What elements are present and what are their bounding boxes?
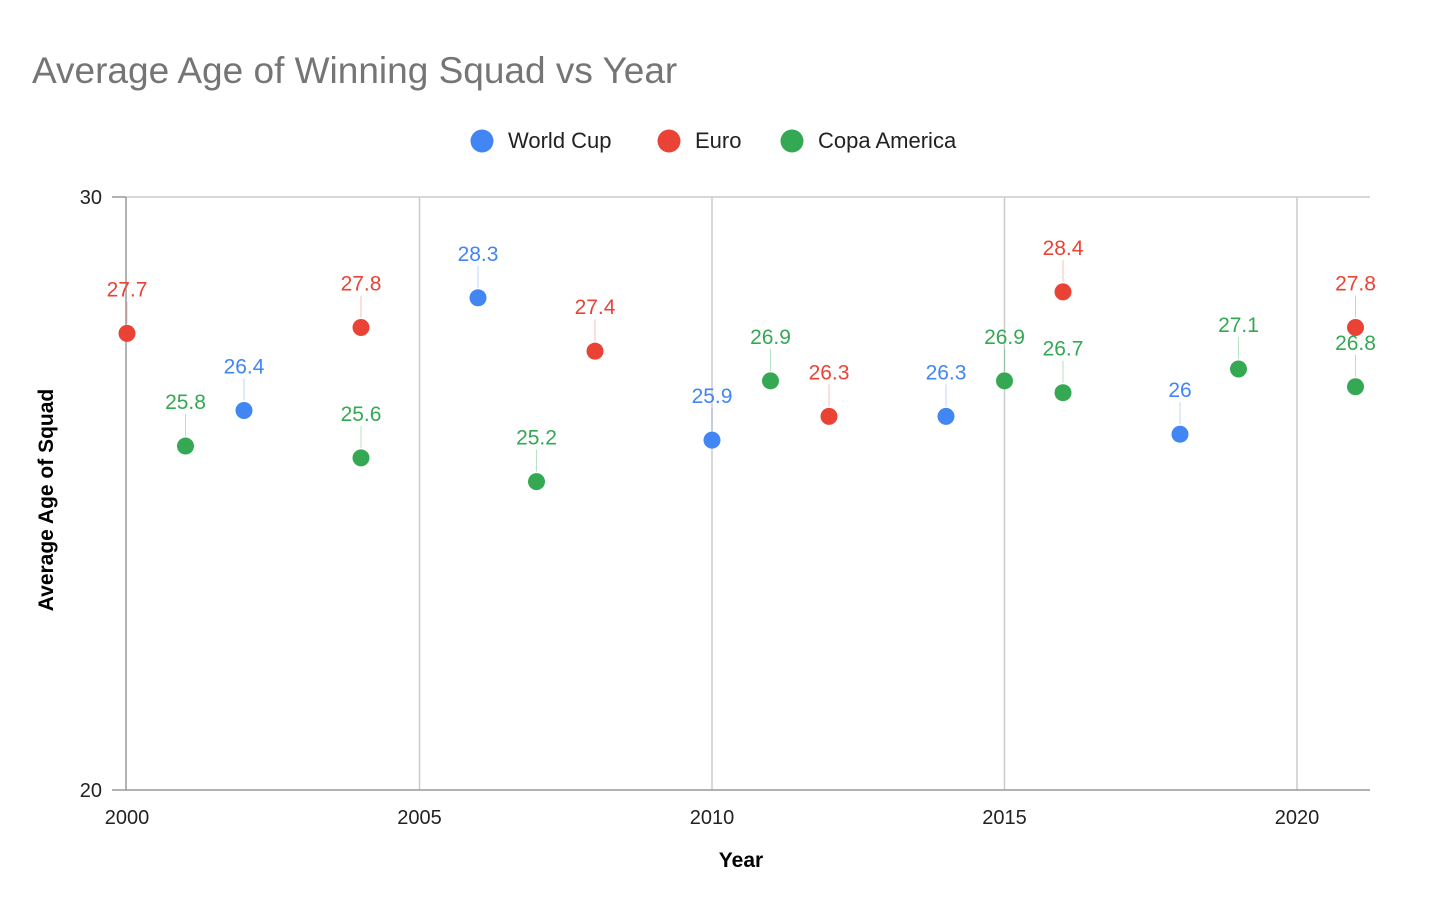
data-label: 28.4 xyxy=(1043,237,1084,260)
axes xyxy=(112,196,1370,791)
legend-item: World Cup xyxy=(470,128,612,153)
data-point xyxy=(118,324,136,342)
x-tick-label: 2005 xyxy=(397,807,442,829)
data-point xyxy=(586,342,604,360)
data-label: 25.6 xyxy=(341,403,382,426)
data-label: 27.8 xyxy=(341,272,382,295)
data-point xyxy=(703,431,721,449)
legend-marker xyxy=(470,129,494,153)
data-label: 26.4 xyxy=(224,355,265,378)
data-label: 27.7 xyxy=(107,278,148,301)
data-label: 26.9 xyxy=(750,326,791,349)
data-point xyxy=(235,401,253,419)
gridlines xyxy=(126,196,1370,790)
data-point xyxy=(937,407,955,425)
data-label: 26.9 xyxy=(984,326,1025,349)
data-label: 26.3 xyxy=(926,361,967,384)
data-label: 26.8 xyxy=(1335,332,1376,355)
data-point xyxy=(820,407,838,425)
series: 27.7 27.8 27.4 26.3 28.4 27.8 xyxy=(107,237,1376,425)
data-point xyxy=(1347,378,1364,396)
x-axis-title: Year xyxy=(719,849,763,872)
data-label: 25.9 xyxy=(692,385,733,408)
data-point xyxy=(1347,318,1364,336)
legend-item: Copa America xyxy=(780,128,957,153)
y-tick-label: 20 xyxy=(80,780,102,802)
legend-marker xyxy=(657,129,681,153)
data-label: 26.7 xyxy=(1043,338,1084,361)
legend: World Cup Euro Copa America xyxy=(470,128,957,153)
x-tick-label: 2010 xyxy=(690,807,735,829)
data-point xyxy=(762,372,779,390)
series: 25.8 25.6 25.2 26.9 26.9 26.7 27.1 26.8 xyxy=(165,314,1376,491)
data-label: 25.8 xyxy=(165,391,206,414)
data-point xyxy=(469,289,487,307)
data-label: 26.3 xyxy=(809,361,850,384)
legend-label: Euro xyxy=(695,128,741,153)
legend-label: Copa America xyxy=(818,128,957,153)
chart-title: Average Age of Winning Squad vs Year xyxy=(32,50,677,91)
data-point xyxy=(352,318,370,336)
x-tick-label: 2000 xyxy=(105,807,150,829)
data-point xyxy=(177,437,194,455)
data-point xyxy=(1054,283,1072,301)
x-tick-label: 2015 xyxy=(982,807,1027,829)
data-point xyxy=(352,449,370,467)
data-point xyxy=(996,372,1013,390)
data-point xyxy=(1230,360,1247,378)
data-point xyxy=(1171,425,1189,443)
legend-item: Euro xyxy=(657,128,741,153)
data-label: 27.1 xyxy=(1218,314,1259,337)
y-tick-label: 30 xyxy=(80,187,102,209)
data-label: 26 xyxy=(1168,379,1191,402)
data-label: 28.3 xyxy=(458,243,499,266)
data-label: 27.8 xyxy=(1335,272,1376,295)
data-label: 25.2 xyxy=(516,427,557,450)
legend-marker xyxy=(780,129,804,153)
legend-label: World Cup xyxy=(508,128,612,153)
data-point xyxy=(528,473,545,491)
data-label: 27.4 xyxy=(575,296,616,319)
x-tick-label: 2020 xyxy=(1275,807,1320,829)
y-axis-title: Average Age of Squad xyxy=(35,389,58,612)
x-axis-ticks: 2000 2005 2010 2015 2020 xyxy=(105,807,1320,829)
series: 26.4 28.3 25.9 26.3 26 xyxy=(224,243,1192,449)
data-point xyxy=(1054,384,1072,402)
